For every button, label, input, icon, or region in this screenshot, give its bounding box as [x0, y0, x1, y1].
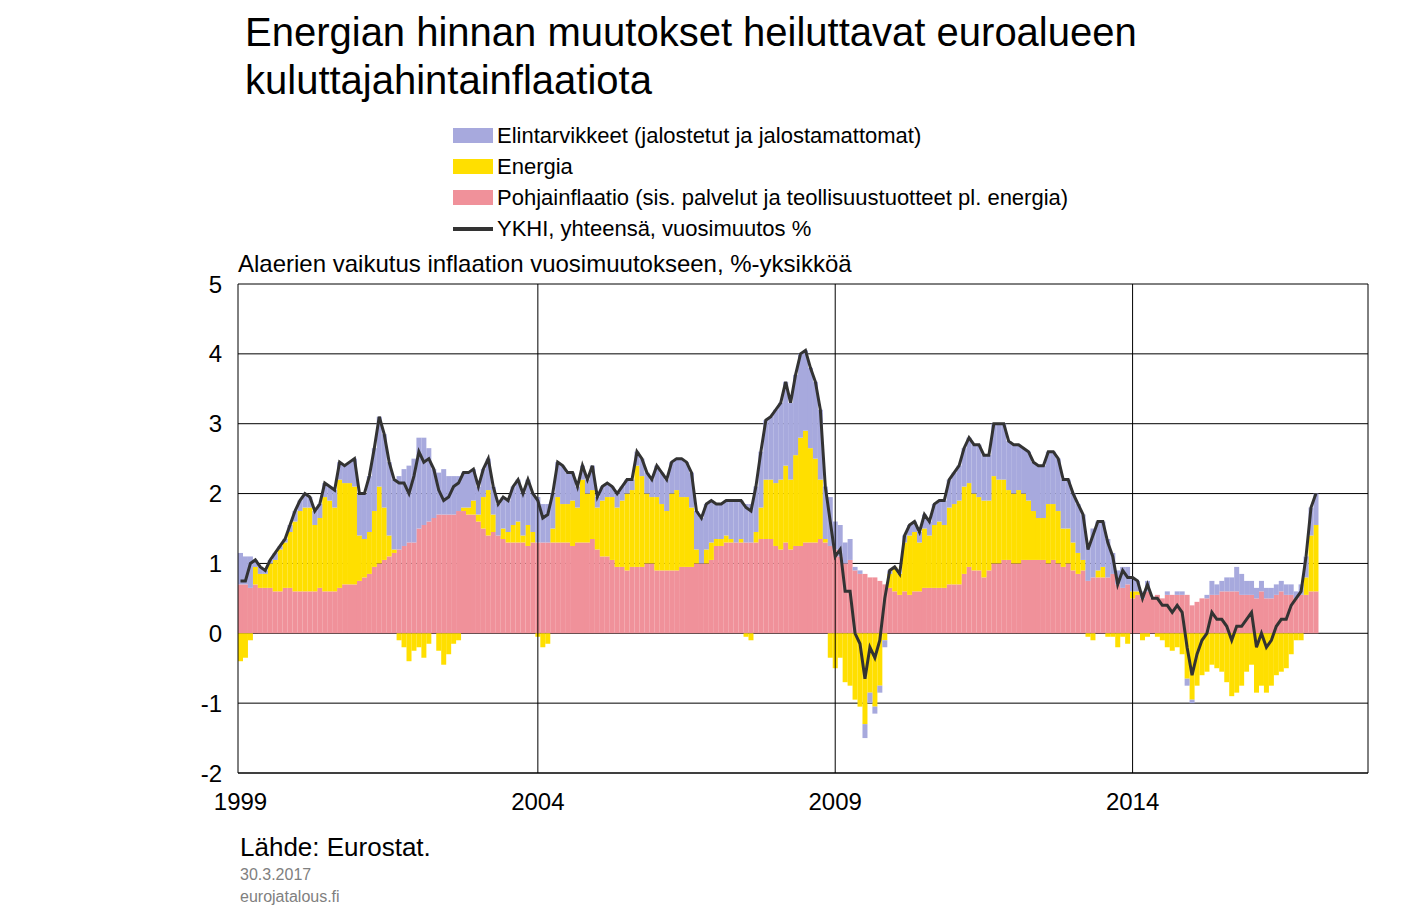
html-text:Pohjainflaatio (sis. palvelut: Pohjainflaatio (sis. palvelut ja teollis…: [497, 184, 1069, 210]
html-text:Elintarvikkeet (jalostetut ja: Elintarvikkeet (jalostetut ja jalostamat…: [497, 122, 922, 148]
html-text:Energian hinnan muutokset heil: Energian hinnan muutokset heiluttavat eu…: [245, 10, 1137, 102]
svg-text:1: 1: [209, 550, 222, 577]
svg-text:2009: 2009: [809, 788, 862, 815]
svg-text:-1: -1: [201, 690, 222, 717]
svg-text:2004: 2004: [511, 788, 564, 815]
html-text:Energia: Energia: [497, 153, 573, 179]
svg-text:5: 5: [209, 271, 222, 298]
svg-text:-2: -2: [201, 760, 222, 787]
html-text:YKHI, yhteensä, vuosimuutos %: YKHI, yhteensä, vuosimuutos %: [497, 215, 812, 241]
svg-text:0: 0: [209, 620, 222, 647]
html-text:Lähde: Eurostat.: Lähde: Eurostat.: [240, 832, 431, 862]
svg-text:2: 2: [209, 480, 222, 507]
html-text:30.3.2017: 30.3.2017: [240, 866, 312, 883]
svg-text:4: 4: [209, 340, 222, 367]
html-text:Alaerien vaikutus inflaation v: Alaerien vaikutus inflaation vuosimuutok…: [238, 250, 852, 277]
html-text:eurojatalous.fi: eurojatalous.fi: [240, 888, 340, 905]
svg-text:3: 3: [209, 410, 222, 437]
svg-text:2014: 2014: [1106, 788, 1159, 815]
svg-text:1999: 1999: [214, 788, 267, 815]
